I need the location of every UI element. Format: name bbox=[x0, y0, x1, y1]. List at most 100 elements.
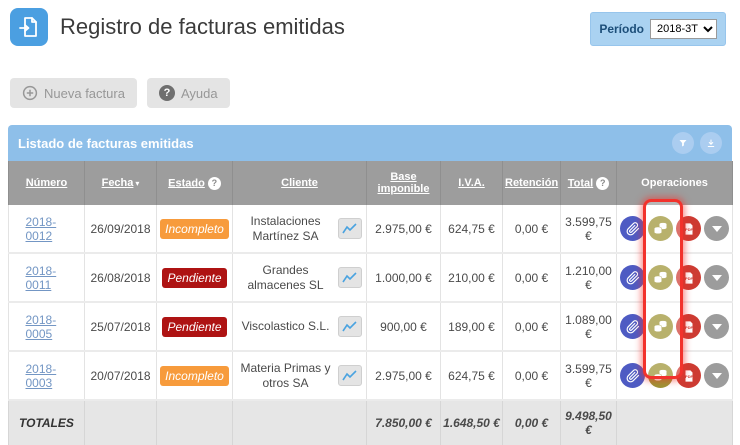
question-icon: ? bbox=[158, 85, 175, 101]
payments-button[interactable] bbox=[648, 216, 673, 241]
col-total[interactable]: Total? bbox=[560, 161, 617, 205]
period-select[interactable]: 2018-3T bbox=[650, 19, 717, 39]
payments-button[interactable] bbox=[648, 265, 673, 290]
client-chart-icon[interactable] bbox=[338, 218, 362, 239]
col-iva[interactable]: I.V.A. bbox=[440, 161, 503, 205]
client-name: Instalaciones Martínez SA bbox=[250, 213, 321, 243]
pdf-button[interactable]: PDF bbox=[676, 265, 701, 290]
pdf-button[interactable]: PDF bbox=[676, 314, 701, 339]
totals-base: 7.850,00 € bbox=[366, 400, 441, 445]
filter-button[interactable] bbox=[672, 132, 694, 154]
status-badge: Incompleto bbox=[160, 365, 229, 386]
svg-text:PDF: PDF bbox=[685, 375, 693, 379]
page-header: Registro de facturas emitidas bbox=[10, 8, 345, 46]
new-invoice-label: Nueva factura bbox=[44, 85, 125, 101]
base-amount: 1.000,00 € bbox=[366, 253, 441, 303]
download-icon bbox=[707, 139, 715, 147]
table-row: 2018-0003 20/07/2018 Incompleto Materia … bbox=[8, 351, 733, 401]
payments-button[interactable] bbox=[648, 314, 673, 339]
paperclip-icon bbox=[626, 270, 639, 284]
paperclip-icon bbox=[626, 368, 639, 382]
totals-row: TOTALES 7.850,00 € 1.648,50 € 0,00 € 9.4… bbox=[8, 400, 733, 445]
period-box: Período 2018-3T bbox=[590, 12, 726, 46]
table-row: 2018-0005 25/07/2018 Pendiente Viscolast… bbox=[8, 302, 733, 352]
estado-help-icon[interactable]: ? bbox=[207, 176, 221, 190]
totals-label: TOTALES bbox=[8, 400, 85, 445]
help-button[interactable]: ? Ayuda bbox=[146, 78, 230, 108]
totals-total: 9.498,50 € bbox=[560, 400, 617, 445]
attachments-button[interactable] bbox=[620, 265, 645, 290]
client-chart-icon[interactable] bbox=[338, 267, 362, 288]
retencion-amount: 0,00 € bbox=[502, 253, 561, 303]
attachments-button[interactable] bbox=[620, 363, 645, 388]
invoice-list-panel: Listado de facturas emitidas Número Fech… bbox=[8, 125, 733, 445]
chevron-down-icon bbox=[711, 323, 722, 330]
chevron-down-icon bbox=[711, 274, 722, 281]
page-title: Registro de facturas emitidas bbox=[60, 14, 345, 39]
chevron-down-icon bbox=[711, 372, 722, 379]
invoice-date: 26/09/2018 bbox=[84, 205, 157, 254]
invoice-number-link[interactable]: 2018-0011 bbox=[25, 263, 57, 292]
more-actions-button[interactable] bbox=[704, 363, 729, 388]
total-amount: 1.089,00 € bbox=[560, 302, 617, 352]
col-numero[interactable]: Número bbox=[8, 161, 85, 205]
invoice-date: 20/07/2018 bbox=[84, 351, 157, 401]
col-cliente[interactable]: Cliente bbox=[232, 161, 367, 205]
invoice-date: 25/07/2018 bbox=[84, 302, 157, 352]
total-help-icon[interactable]: ? bbox=[596, 176, 610, 190]
status-badge: Pendiente bbox=[162, 267, 227, 288]
base-amount: 2.975,00 € bbox=[366, 205, 441, 254]
invoice-number-link[interactable]: 2018-0003 bbox=[25, 361, 57, 390]
status-badge: Pendiente bbox=[162, 316, 227, 337]
iva-amount: 624,75 € bbox=[440, 205, 503, 254]
filter-icon bbox=[679, 140, 687, 147]
invoice-register-icon bbox=[10, 8, 48, 46]
col-retencion[interactable]: Retención bbox=[502, 161, 561, 205]
pdf-icon: PDF bbox=[685, 369, 693, 382]
client-chart-icon[interactable] bbox=[338, 365, 362, 386]
attachments-button[interactable] bbox=[620, 216, 645, 241]
coins-icon bbox=[654, 369, 667, 382]
toolbar: Nueva factura ? Ayuda bbox=[10, 78, 230, 108]
coins-icon bbox=[654, 271, 667, 284]
help-label: Ayuda bbox=[180, 85, 218, 101]
pdf-icon: PDF bbox=[685, 320, 693, 333]
client-name: Materia Primas y otros SA bbox=[240, 360, 331, 390]
more-actions-button[interactable] bbox=[704, 216, 729, 241]
client-name: Viscolastico S.L. bbox=[241, 319, 330, 333]
client-chart-icon[interactable] bbox=[338, 316, 362, 337]
new-invoice-button[interactable]: Nueva factura bbox=[10, 78, 137, 108]
col-fecha[interactable]: Fecha ▾ bbox=[84, 161, 157, 205]
pdf-icon: PDF bbox=[685, 222, 693, 235]
totals-retencion: 0,00 € bbox=[502, 400, 561, 445]
pdf-button[interactable]: PDF bbox=[676, 216, 701, 241]
invoice-number-link[interactable]: 2018-0012 bbox=[25, 214, 57, 243]
col-base-imponible[interactable]: Base imponible bbox=[366, 161, 441, 205]
coins-icon bbox=[654, 222, 667, 235]
download-button[interactable] bbox=[700, 132, 722, 154]
invoice-date: 26/08/2018 bbox=[84, 253, 157, 303]
payments-button[interactable] bbox=[648, 363, 673, 388]
svg-text:PDF: PDF bbox=[685, 326, 693, 330]
chevron-down-icon bbox=[711, 225, 722, 232]
col-estado[interactable]: Estado? bbox=[156, 161, 233, 205]
coins-icon bbox=[654, 320, 667, 333]
svg-text:PDF: PDF bbox=[685, 228, 693, 232]
plus-circle-icon bbox=[22, 85, 38, 101]
more-actions-button[interactable] bbox=[704, 265, 729, 290]
iva-amount: 624,75 € bbox=[440, 351, 503, 401]
sort-caret-icon: ▾ bbox=[135, 179, 140, 188]
col-operaciones: Operaciones bbox=[616, 161, 733, 205]
table-row: 2018-0011 26/08/2018 Pendiente Grandes a… bbox=[8, 253, 733, 303]
paperclip-icon bbox=[626, 221, 639, 235]
attachments-button[interactable] bbox=[620, 314, 645, 339]
panel-header: Listado de facturas emitidas bbox=[8, 125, 732, 161]
pdf-button[interactable]: PDF bbox=[676, 363, 701, 388]
invoice-number-link[interactable]: 2018-0005 bbox=[25, 312, 57, 341]
invoice-table: Número Fecha ▾ Estado? Cliente Base impon… bbox=[8, 161, 733, 445]
status-badge: Incompleto bbox=[160, 218, 229, 239]
base-amount: 900,00 € bbox=[366, 302, 441, 352]
svg-text:PDF: PDF bbox=[685, 277, 693, 281]
more-actions-button[interactable] bbox=[704, 314, 729, 339]
retencion-amount: 0,00 € bbox=[502, 351, 561, 401]
